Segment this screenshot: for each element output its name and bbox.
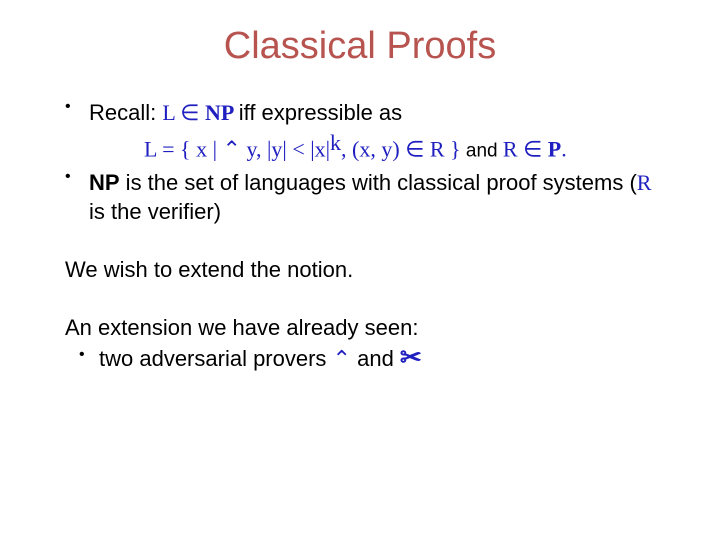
title-text: Classical Proofs: [224, 25, 496, 67]
paragraph-1: We wish to extend the notion.: [65, 255, 665, 285]
b2-R: R: [637, 170, 652, 195]
bullet-2: NP is the set of languages with classica…: [65, 168, 665, 227]
sub-bullet-list: two adversarial provers ⌃ and ✂: [75, 344, 665, 374]
scissors-icon: ✂: [400, 343, 422, 372]
math-dot: .: [561, 136, 567, 161]
math-L: L: [162, 100, 175, 125]
sub-pre: two adversarial provers: [99, 346, 333, 371]
para2-text: An extension we have already seen:: [65, 313, 665, 343]
bullet-2-line: NP is the set of languages with classica…: [89, 168, 665, 227]
bullet-1-line2: L = { x | ⌃ y, |y| < |x|k, (x, y) ∈ R } …: [89, 128, 665, 164]
slide-title: Classical Proofs: [55, 25, 665, 68]
eq-end: , (x, y) ∈ R }: [341, 136, 461, 161]
eq-mid: y, |y| < |x|: [241, 136, 330, 161]
sub-bullet-1: two adversarial provers ⌃ and ✂: [75, 344, 665, 374]
bullet-1: Recall: L ∈ NP iff expressible as L = { …: [65, 98, 665, 164]
eq-L: L = { x |: [144, 136, 223, 161]
bullet-list: Recall: L ∈ NP iff expressible as L = { …: [65, 98, 665, 227]
paragraph-2: An extension we have already seen: two a…: [65, 313, 665, 374]
slide: Classical Proofs Recall: L ∈ NP iff expr…: [0, 0, 720, 540]
b2-post: is the verifier): [89, 199, 221, 224]
math-elem2: ∈: [518, 136, 548, 161]
math-P: P: [548, 136, 561, 161]
iff-text: iff expressible as: [239, 100, 402, 125]
sub-mid: and: [351, 346, 400, 371]
math-R: R: [503, 136, 518, 161]
eq-exists: ⌃: [223, 136, 241, 161]
and-text: and: [461, 140, 503, 161]
math-elem1: ∈: [180, 100, 205, 125]
math-NP: NP: [205, 100, 234, 125]
eq-sup-k: k: [330, 130, 341, 155]
bullet-1-line1: Recall: L ∈ NP iff expressible as: [89, 98, 665, 128]
np-bold: NP: [89, 170, 120, 195]
b2-pre: is the set of languages with classical p…: [120, 170, 637, 195]
recall-label: Recall:: [89, 100, 162, 125]
sym-exists-icon: ⌃: [333, 346, 351, 371]
